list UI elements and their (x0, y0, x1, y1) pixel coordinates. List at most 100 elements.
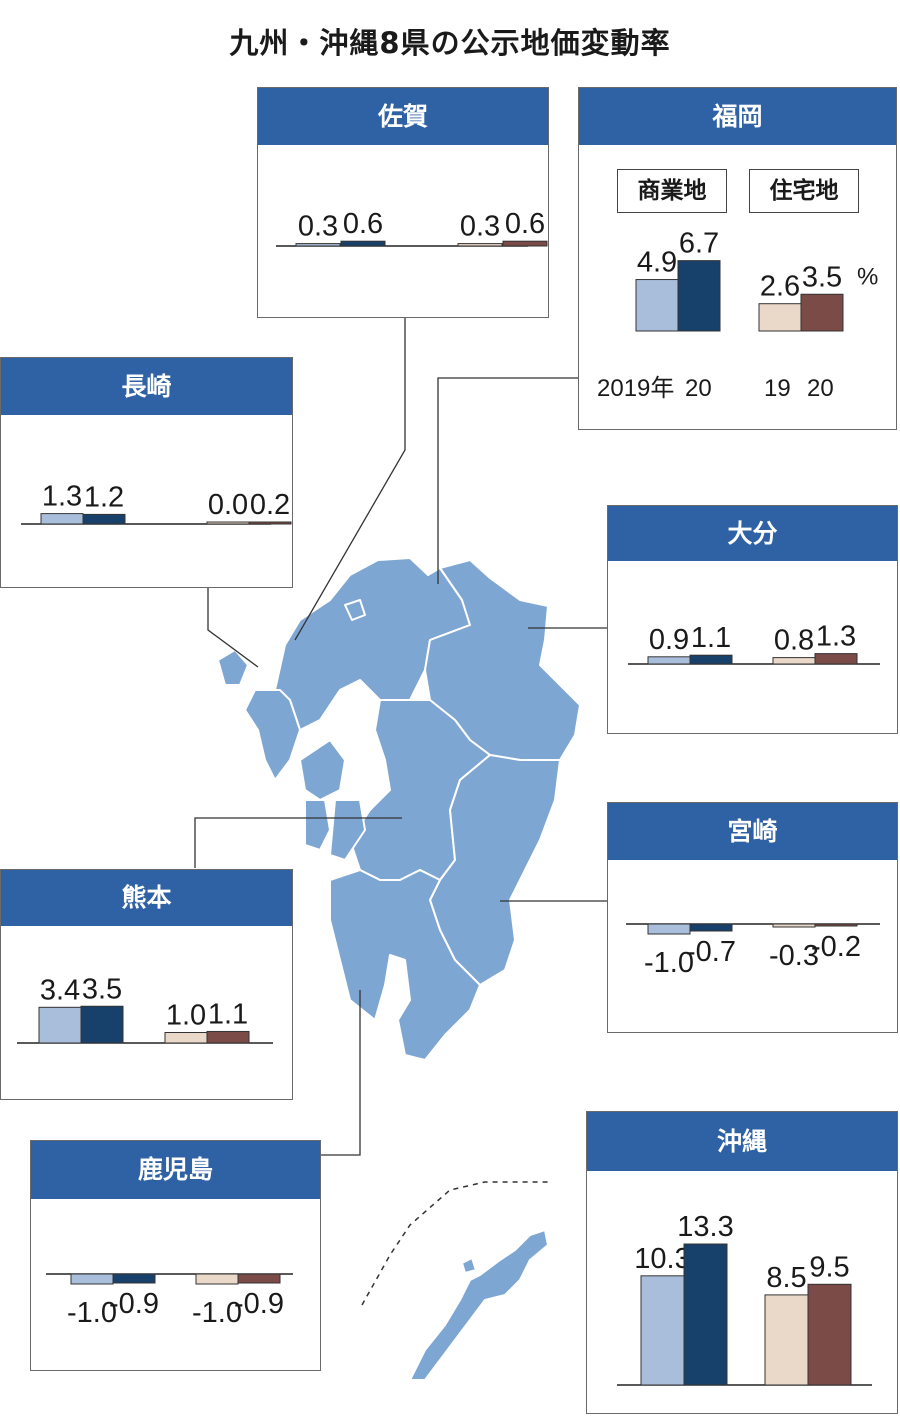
data-label: 8.5 (766, 1262, 806, 1294)
data-label: 0.3 (298, 211, 338, 243)
panel-miyazaki: 宮崎 -1.0 -0.7 -0.3 -0.2 (607, 802, 898, 1033)
bar-commercial-2019 (640, 1275, 685, 1386)
data-label: -0.2 (811, 931, 861, 963)
data-label: 3.5 (82, 973, 122, 1005)
panel-nagasaki: 長崎 1.3 1.2 0.0 0.2 (0, 357, 293, 588)
data-label: -0.9 (109, 1288, 159, 1320)
map-okinawa (409, 1229, 549, 1381)
bar-commercial-2019 (38, 1006, 82, 1044)
legend-commercial: 商業地 (617, 169, 727, 213)
bar-commercial-2019 (647, 923, 691, 935)
bar-residential-2019 (764, 1294, 809, 1386)
panel-header: 佐賀 (258, 88, 548, 145)
x-label-20-res: 20 (807, 375, 834, 402)
bar-residential-2020 (248, 521, 292, 525)
bar-commercial-2020 (340, 240, 386, 247)
data-label: 6.7 (679, 228, 719, 260)
data-label: 1.0 (166, 1000, 206, 1032)
panel-okinawa: 沖縄 10.3 13.3 8.5 9.5 (586, 1111, 898, 1414)
bar-residential-2019 (195, 1273, 239, 1285)
leader-nagasaki (207, 586, 259, 668)
chart-fukuoka: 2019年 20 19 20 4.96.7 2.6 3.5% (597, 228, 878, 402)
chart-kagoshima: -1.0-0.9 -1.0-0.9 (46, 1273, 293, 1329)
data-label: 1.1 (208, 998, 248, 1030)
bar-commercial-2020 (683, 1243, 728, 1386)
legend-residential: 住宅地 (749, 169, 859, 213)
bar-residential-2019 (457, 243, 503, 247)
bar-commercial-2020 (677, 260, 721, 332)
chart-saga: 0.3 0.6 0.3 0.6 (276, 208, 548, 247)
bar-residential-2020 (206, 1030, 250, 1044)
data-label: 1.2 (84, 481, 124, 513)
map-iki-island (344, 599, 366, 621)
bar-commercial-2020 (689, 923, 733, 932)
data-label: -0.9 (234, 1288, 284, 1320)
panel-kagoshima: 鹿児島 -1.0 -0.9 -1.0 -0.9 (30, 1140, 321, 1371)
data-label: 0.6 (505, 208, 545, 240)
data-label: 3.4 (40, 974, 80, 1006)
data-label: 2.6 (760, 271, 800, 303)
bar-residential-2020 (502, 240, 548, 247)
x-label-2019: 2019年 (597, 375, 674, 402)
bar-commercial-2020 (689, 654, 733, 665)
data-label: 9.5 (809, 1251, 849, 1283)
bar-commercial-2019 (647, 656, 691, 665)
data-label: -1.0 (644, 947, 694, 979)
bar-commercial-2020 (82, 513, 126, 525)
data-label: 13.3 (677, 1211, 733, 1243)
bar-commercial-2020 (112, 1273, 156, 1284)
data-label: 0.8 (774, 625, 814, 657)
bar-commercial-2019 (40, 513, 84, 525)
chart-miyazaki: -1.0-0.7 -0.3-0.2 (626, 923, 880, 979)
bar-residential-2019 (164, 1032, 208, 1044)
panel-header: 福岡 (579, 88, 896, 145)
chart-nagasaki: 1.3 1.2 0.0 0.2 (21, 481, 292, 525)
panel-header: 熊本 (1, 870, 292, 926)
data-label: 1.3 (816, 621, 856, 653)
chart-okinawa: 10.313.3 8.5 9.5 (617, 1211, 872, 1386)
okinawa-inset-boundary (361, 1181, 550, 1306)
panel-header: 大分 (608, 506, 897, 561)
map-amakusa-island (304, 799, 331, 851)
leader-fukuoka (437, 377, 578, 584)
data-label: 0.3 (460, 211, 500, 243)
bar-commercial-2020 (80, 1005, 124, 1044)
bar-commercial-2019 (635, 279, 679, 332)
page-title: 九州・沖縄8県の公示地価変動率 (229, 26, 671, 60)
data-label: 0.6 (343, 208, 383, 240)
data-label: 1.3 (42, 481, 82, 513)
bar-residential-2019 (206, 521, 250, 525)
data-label: -1.0 (67, 1297, 117, 1329)
data-label: 10.3 (634, 1243, 690, 1275)
map-nagasaki-west (244, 689, 301, 781)
map-okinawa-island (461, 1257, 477, 1274)
panel-header: 長崎 (1, 358, 292, 415)
bar-residential-2020 (814, 653, 858, 665)
bar-commercial-2019 (295, 243, 341, 247)
map-amakusa-island-2 (329, 799, 366, 861)
leader-kagoshima (320, 990, 361, 1156)
leader-saga (294, 318, 406, 641)
bar-residential-2020 (800, 293, 844, 332)
data-label: -0.3 (769, 940, 819, 972)
chart-oita: 0.9 1.1 0.8 1.3 (628, 621, 880, 665)
bar-commercial-2019 (70, 1273, 114, 1285)
panel-saga: 佐賀 0.3 0.6 0.3 0.6 (257, 87, 549, 318)
panel-oita: 大分 0.9 1.1 0.8 1.3 (607, 505, 898, 734)
x-label-19: 19 (764, 375, 791, 402)
bar-residential-2019 (758, 303, 802, 332)
data-label: -1.0 (192, 1297, 242, 1329)
map-kagoshima (329, 869, 481, 1061)
bar-residential-2020 (814, 923, 858, 927)
map-nagasaki-south (299, 739, 346, 801)
panel-header: 鹿児島 (31, 1141, 320, 1199)
data-label: -0.7 (686, 936, 736, 968)
bar-residential-2019 (772, 657, 816, 665)
x-label-20: 20 (685, 375, 712, 402)
bar-residential-2019 (772, 923, 816, 928)
data-label: 0.9 (649, 624, 689, 656)
data-label: 3.5 (802, 261, 842, 293)
data-label: 0.0 (208, 489, 248, 521)
data-label: 1.1 (691, 622, 731, 654)
